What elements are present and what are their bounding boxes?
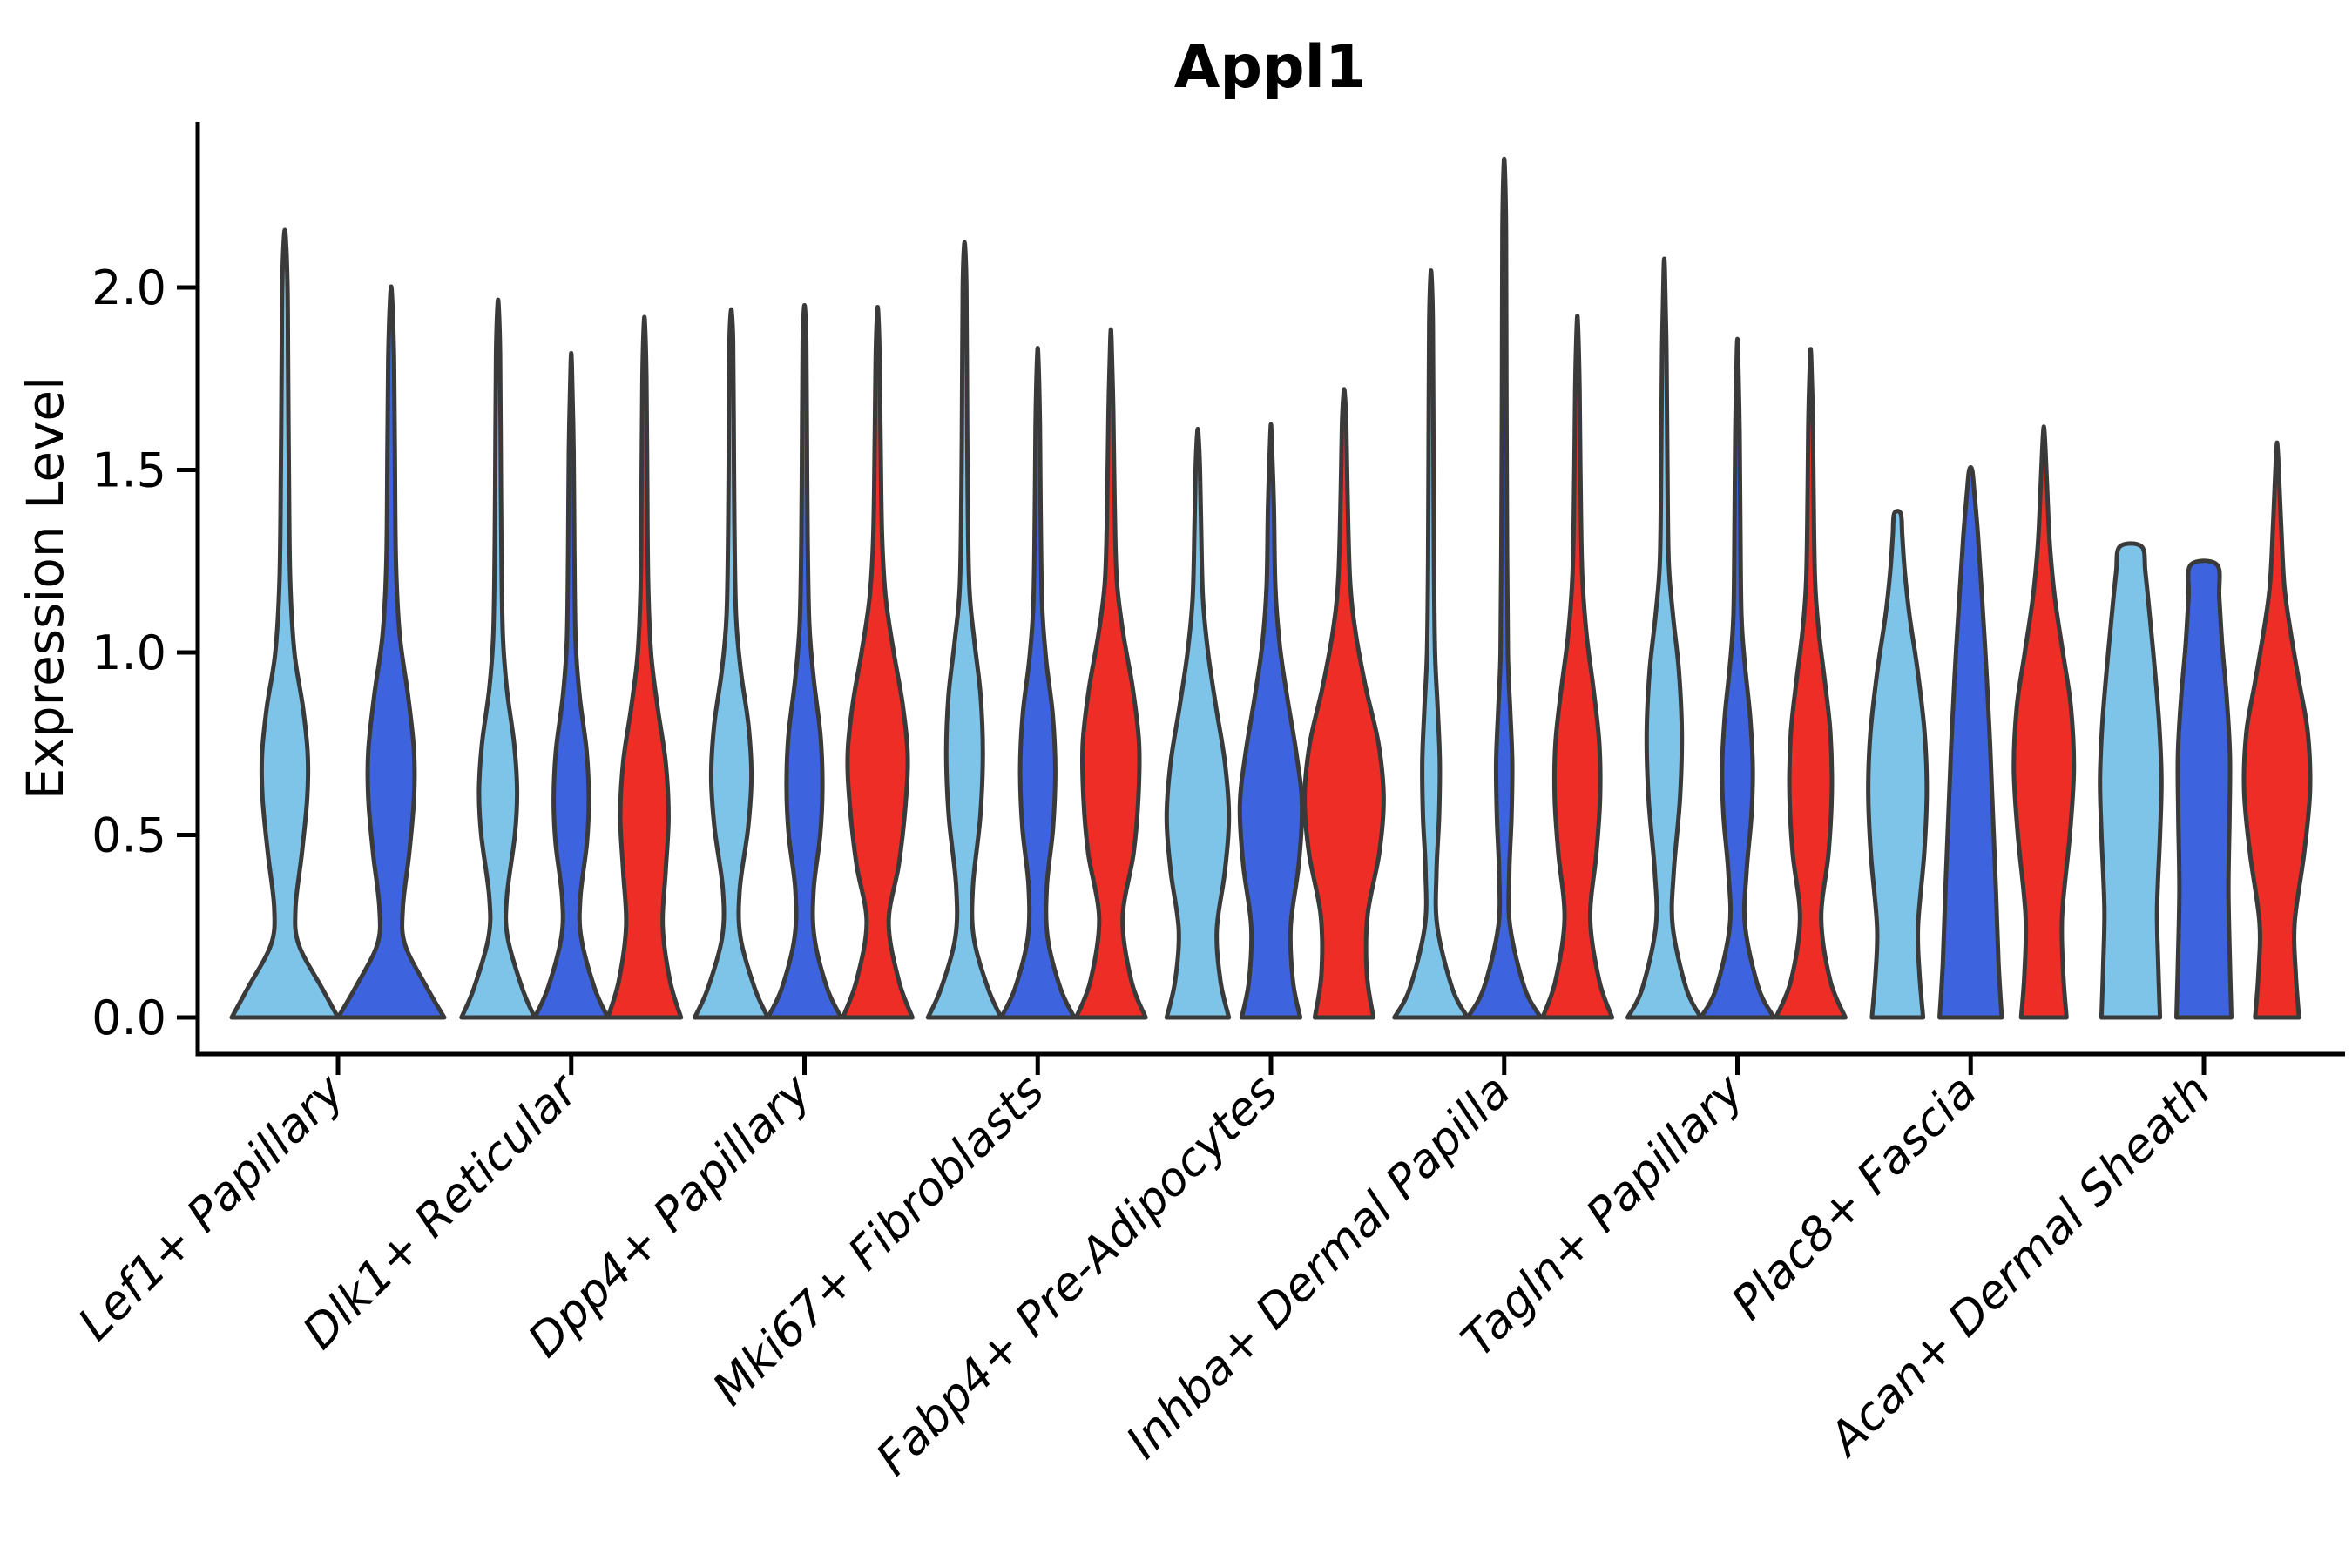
violin-3-light_blue — [925, 240, 1004, 1020]
violin-0-light_blue — [229, 227, 341, 1020]
violin-3-dark_blue — [998, 346, 1077, 1020]
violin-6-dark_blue — [1699, 336, 1776, 1020]
y-tick-label: 1.5 — [91, 443, 166, 498]
violin-4-red — [1302, 387, 1386, 1020]
x-tick-label-4: Fabp4+ Pre-Adipocytes — [867, 1064, 1288, 1486]
violin-8-red — [2241, 440, 2313, 1020]
violin-6-red — [1774, 347, 1848, 1020]
violin-1-red — [605, 314, 684, 1020]
x-tick-label-8: Acan+ Dermal Sheath — [1818, 1064, 2221, 1468]
violin-2-red — [841, 305, 915, 1020]
x-tick-label-7: Plac8+ Fascia — [1722, 1064, 1988, 1330]
y-tick-label: 0.0 — [91, 990, 166, 1045]
violin-0-dark_blue — [335, 284, 447, 1020]
violin-5-dark_blue — [1465, 156, 1544, 1020]
violin-8-light_blue — [2098, 541, 2164, 1020]
violin-4-light_blue — [1164, 426, 1232, 1020]
violin-2-light_blue — [693, 307, 770, 1020]
violins-layer — [229, 156, 2313, 1020]
y-axis-label: Expression Level — [16, 376, 75, 800]
violin-7-light_blue — [1866, 509, 1930, 1020]
violin-4-dark_blue — [1237, 422, 1305, 1020]
violin-5-red — [1540, 313, 1615, 1020]
violin-2-dark_blue — [766, 302, 843, 1020]
x-tick-label-5: Inhba+ Dermal Papilla — [1117, 1064, 1521, 1469]
violin-8-dark_blue — [2174, 558, 2234, 1020]
violin-7-dark_blue — [1937, 464, 2004, 1020]
violin-5-light_blue — [1392, 268, 1470, 1020]
violin-7-red — [2011, 424, 2077, 1020]
violin-3-red — [1073, 327, 1148, 1020]
violin-6-light_blue — [1625, 256, 1703, 1020]
y-tick-label: 1.0 — [91, 625, 166, 680]
violin-1-dark_blue — [532, 350, 611, 1020]
chart-title: Appl1 — [1174, 33, 1367, 102]
y-tick-label: 2.0 — [91, 260, 166, 315]
y-tick-label: 0.5 — [91, 808, 166, 863]
violin-1-light_blue — [459, 297, 537, 1020]
